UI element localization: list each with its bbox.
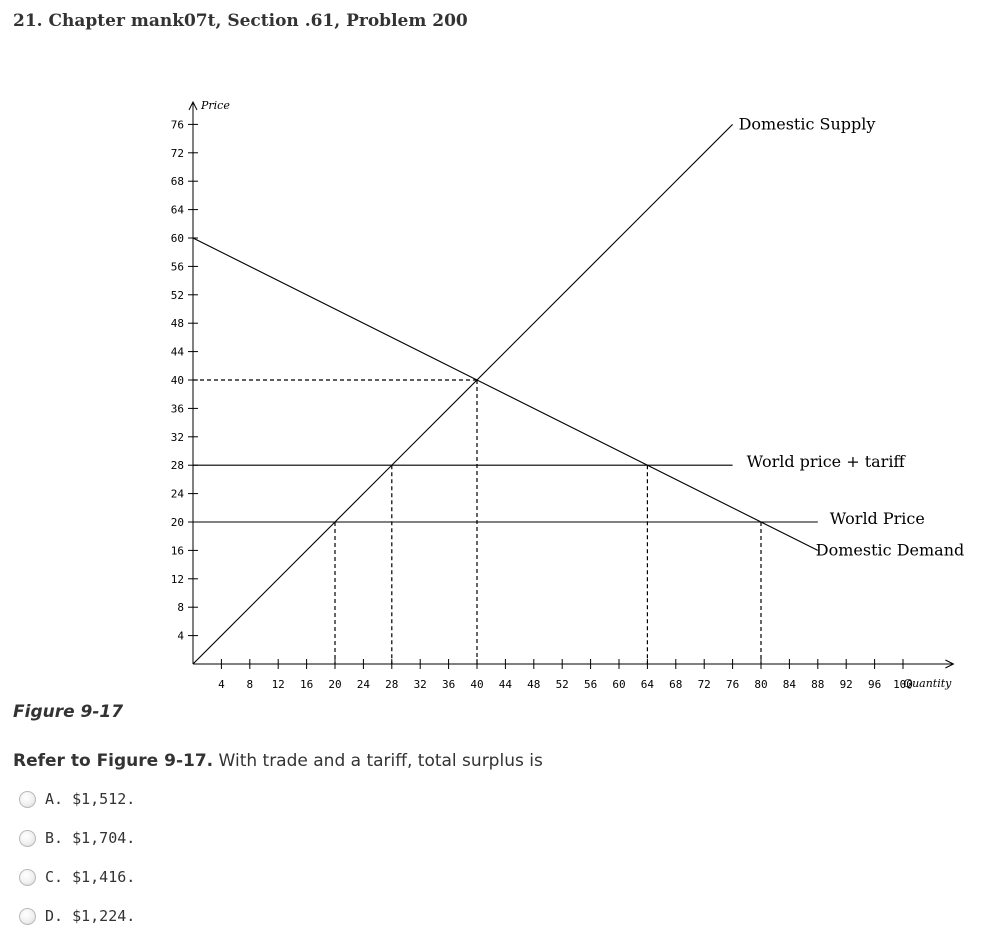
domestic-supply-label: Domestic Supply	[739, 114, 876, 133]
x-tick-label: 48	[527, 678, 540, 691]
y-tick-label: 20	[171, 516, 184, 529]
option-a[interactable]: A. $1,512.	[19, 788, 319, 810]
x-tick-label: 4	[218, 678, 225, 691]
x-tick-label: 16	[300, 678, 313, 691]
y-tick-label: 16	[171, 544, 184, 557]
domestic-demand-label: Domestic Demand	[816, 540, 964, 559]
y-tick-label: 8	[177, 601, 184, 614]
x-tick-label: 76	[726, 678, 739, 691]
y-tick-label: 24	[171, 488, 185, 501]
x-tick-label: 36	[442, 678, 455, 691]
x-tick-label: 92	[840, 678, 853, 691]
x-tick-label: 44	[499, 678, 513, 691]
x-tick-label: 100	[893, 678, 913, 691]
x-axis-label: Quantity	[903, 677, 952, 690]
x-tick-label: 32	[414, 678, 427, 691]
x-tick-label: 64	[641, 678, 655, 691]
y-axis-arrow	[188, 100, 198, 111]
question-reference: Refer to Figure 9-17.	[13, 751, 214, 771]
radio-button-d[interactable]	[19, 907, 36, 925]
x-tick-label: 8	[246, 678, 253, 691]
world-price-tariff-label: World price + tariff	[747, 452, 907, 471]
radio-button-c[interactable]	[19, 868, 36, 886]
domestic-supply-line	[192, 124, 733, 665]
x-tick-label: 68	[669, 678, 682, 691]
y-tick-label: 44	[171, 346, 185, 359]
x-tick-label: 24	[357, 678, 371, 691]
y-tick-label: 68	[171, 175, 184, 188]
option-b-label: B. $1,704.	[45, 829, 136, 847]
problem-title: 21. Chapter mank07t, Section .61, Proble…	[13, 11, 468, 31]
y-axis-label: Price	[200, 99, 230, 112]
x-tick-label: 40	[470, 678, 483, 691]
y-tick-label: 40	[171, 374, 184, 387]
y-tick-label: 48	[171, 317, 184, 330]
y-tick-label: 32	[171, 431, 184, 444]
y-tick-label: 60	[171, 232, 184, 245]
option-d-label: D. $1,224.	[45, 907, 136, 925]
x-tick-label: 56	[584, 678, 597, 691]
y-tick-label: 56	[171, 260, 184, 273]
x-tick-label: 52	[556, 678, 569, 691]
x-tick-label: 60	[612, 678, 625, 691]
x-tick-label: 72	[698, 678, 711, 691]
x-tick-label: 80	[754, 678, 767, 691]
question-text: With trade and a tariff, total surplus i…	[213, 751, 543, 771]
figure-caption: Figure 9-17	[13, 702, 124, 722]
radio-button-b[interactable]	[19, 829, 36, 847]
option-d[interactable]: D. $1,224.	[19, 905, 319, 927]
y-tick-label: 64	[171, 204, 185, 217]
y-tick-label: 76	[171, 118, 184, 131]
world-price-label: World Price	[830, 509, 925, 528]
option-a-label: A. $1,512.	[45, 790, 136, 808]
x-tick-label: 20	[328, 678, 341, 691]
y-tick-label: 4	[177, 630, 184, 643]
x-tick-label: 28	[385, 678, 398, 691]
x-tick-label: 84	[783, 678, 797, 691]
y-tick-label: 36	[171, 402, 184, 415]
y-tick-label: 28	[171, 459, 184, 472]
x-tick-label: 96	[868, 678, 881, 691]
radio-button-a[interactable]	[19, 790, 36, 808]
option-c-label: C. $1,416.	[45, 868, 136, 886]
y-tick-label: 12	[171, 573, 184, 586]
y-tick-label: 52	[171, 289, 184, 302]
x-axis-arrow	[945, 659, 955, 669]
option-c[interactable]: C. $1,416.	[19, 866, 319, 888]
x-tick-label: 88	[811, 678, 824, 691]
option-b[interactable]: B. $1,704.	[19, 827, 319, 849]
x-tick-label: 12	[272, 678, 285, 691]
question-prompt: Refer to Figure 9-17. With trade and a t…	[13, 751, 543, 771]
domestic-demand-line	[192, 237, 819, 551]
y-tick-label: 72	[171, 147, 184, 160]
